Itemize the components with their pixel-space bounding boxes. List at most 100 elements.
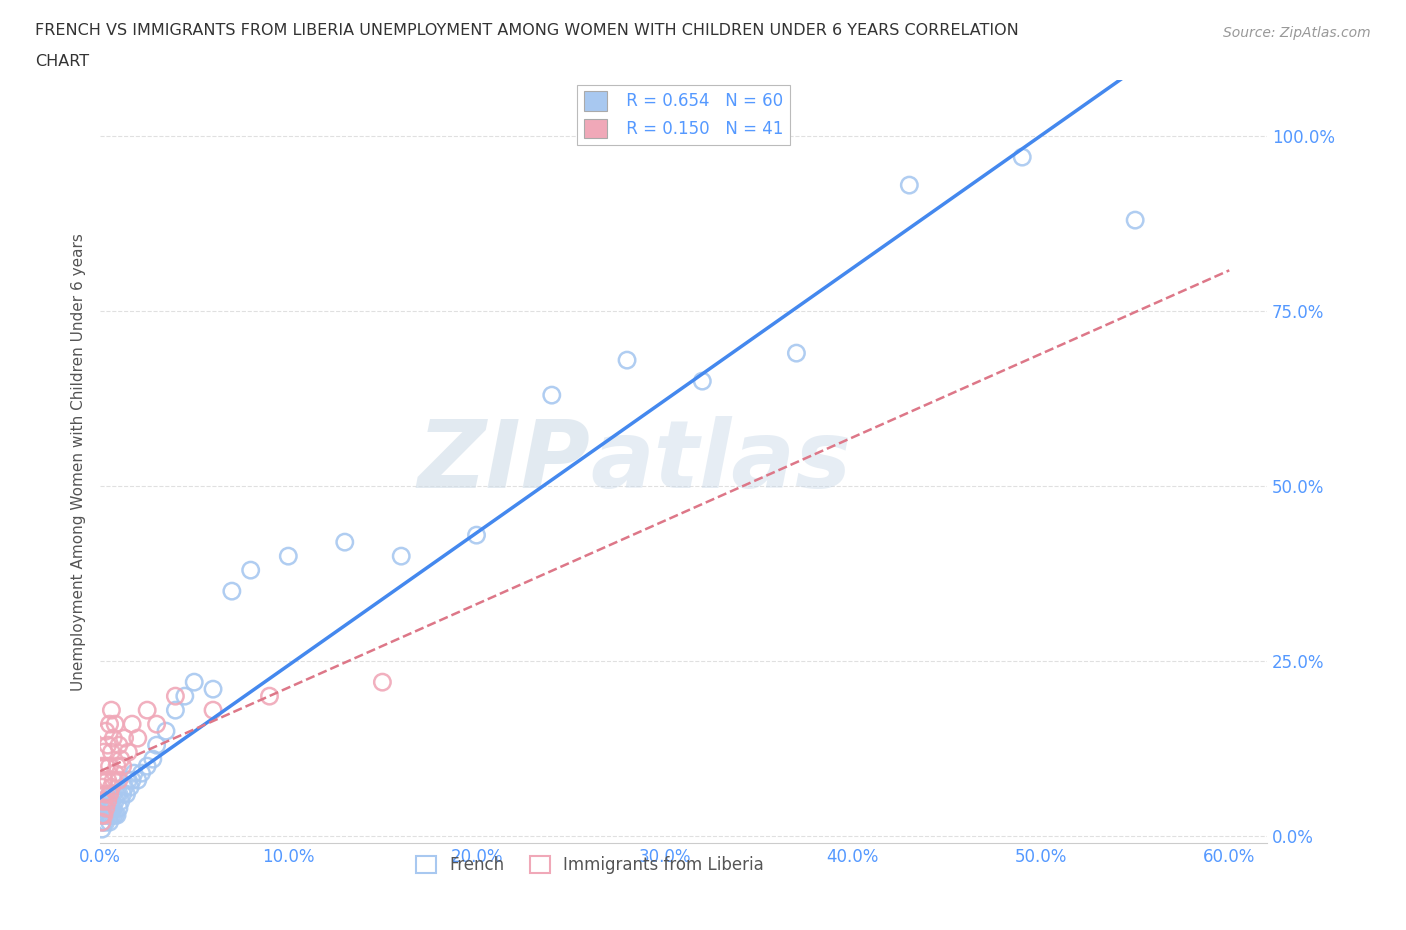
Point — [114, 779, 136, 794]
Point — [98, 717, 121, 732]
Point — [389, 549, 412, 564]
Point — [91, 759, 114, 774]
Point — [145, 737, 167, 752]
Point — [127, 773, 149, 788]
Point — [93, 801, 115, 816]
Point — [173, 689, 195, 704]
Point — [136, 703, 159, 718]
Point — [103, 808, 125, 823]
Point — [898, 178, 921, 193]
Point — [131, 765, 153, 780]
Point — [122, 765, 145, 780]
Point — [97, 801, 120, 816]
Point — [165, 703, 187, 718]
Point — [93, 815, 115, 830]
Point — [93, 745, 115, 760]
Point — [616, 352, 638, 367]
Point — [136, 759, 159, 774]
Point — [110, 751, 132, 766]
Text: atlas: atlas — [591, 416, 852, 508]
Point — [94, 815, 117, 830]
Point — [239, 563, 262, 578]
Point — [98, 787, 121, 802]
Point — [108, 737, 131, 752]
Point — [108, 787, 131, 802]
Point — [115, 787, 138, 802]
Point — [105, 808, 128, 823]
Point — [97, 773, 120, 788]
Point — [104, 793, 127, 808]
Point — [103, 801, 125, 816]
Point — [121, 717, 143, 732]
Point — [100, 801, 122, 816]
Point — [91, 822, 114, 837]
Point — [94, 801, 117, 816]
Point — [103, 773, 125, 788]
Point — [91, 815, 114, 830]
Point — [202, 682, 225, 697]
Point — [103, 787, 125, 802]
Point — [98, 759, 121, 774]
Point — [100, 779, 122, 794]
Point — [277, 549, 299, 564]
Point — [91, 808, 114, 823]
Point — [1011, 150, 1033, 165]
Point — [540, 388, 562, 403]
Point — [100, 808, 122, 823]
Point — [94, 801, 117, 816]
Point — [100, 703, 122, 718]
Point — [108, 773, 131, 788]
Point — [202, 703, 225, 718]
Point — [259, 689, 281, 704]
Point — [692, 374, 714, 389]
Point — [98, 801, 121, 816]
Point — [127, 731, 149, 746]
Point — [103, 731, 125, 746]
Point — [98, 808, 121, 823]
Point — [105, 787, 128, 802]
Point — [221, 584, 243, 599]
Point — [114, 731, 136, 746]
Point — [155, 724, 177, 738]
Legend: French, Immigrants from Liberia: French, Immigrants from Liberia — [409, 849, 770, 881]
Point — [97, 808, 120, 823]
Point — [111, 759, 134, 774]
Point — [111, 787, 134, 802]
Point — [91, 808, 114, 823]
Point — [98, 815, 121, 830]
Point — [104, 717, 127, 732]
Point — [142, 751, 165, 766]
Point — [104, 765, 127, 780]
Point — [100, 745, 122, 760]
Point — [105, 759, 128, 774]
Point — [97, 793, 120, 808]
Point — [93, 808, 115, 823]
Point — [120, 779, 142, 794]
Point — [117, 773, 139, 788]
Point — [121, 773, 143, 788]
Point — [94, 759, 117, 774]
Point — [91, 779, 114, 794]
Point — [165, 689, 187, 704]
Point — [333, 535, 356, 550]
Point — [93, 793, 115, 808]
Point — [94, 808, 117, 823]
Point — [91, 793, 114, 808]
Point — [104, 808, 127, 823]
Text: ZIP: ZIP — [418, 416, 591, 508]
Point — [145, 717, 167, 732]
Y-axis label: Unemployment Among Women with Children Under 6 years: Unemployment Among Women with Children U… — [72, 232, 86, 691]
Text: Source: ZipAtlas.com: Source: ZipAtlas.com — [1223, 26, 1371, 40]
Point — [98, 787, 121, 802]
Point — [91, 815, 114, 830]
Point — [785, 346, 807, 361]
Point — [94, 787, 117, 802]
Point — [110, 793, 132, 808]
Point — [465, 527, 488, 542]
Point — [117, 745, 139, 760]
Point — [93, 793, 115, 808]
Point — [97, 737, 120, 752]
Point — [183, 674, 205, 689]
Point — [93, 808, 115, 823]
Point — [371, 674, 394, 689]
